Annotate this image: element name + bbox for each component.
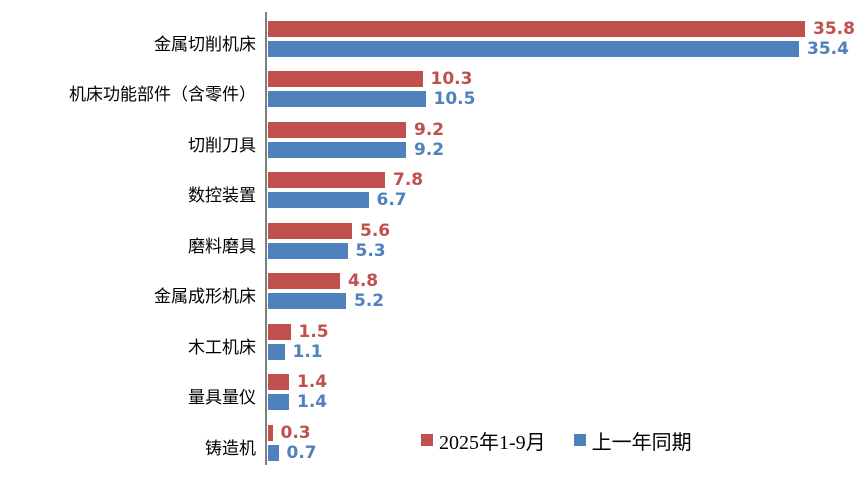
bar-previous-period — [268, 444, 279, 461]
bar-current-period — [268, 172, 385, 188]
value-label-previous-period: 10.5 — [433, 89, 476, 109]
category-label: 磨料磨具 — [188, 236, 256, 256]
value-label-current-period: 10.3 — [430, 69, 473, 89]
category-label: 机床功能部件（含零件） — [69, 85, 256, 104]
bar-current-period — [268, 121, 406, 138]
bar-previous-period — [268, 293, 346, 309]
chart-row: 金属成形机床 4.8 5.2 — [0, 271, 865, 311]
category-label: 量具量仪 — [188, 388, 256, 407]
legend-label-previous-period: 上一年同期 — [591, 431, 692, 454]
category-label: 铸造机 — [205, 438, 256, 458]
value-label-current-period: 0.3 — [280, 422, 311, 443]
bar-current-period — [268, 222, 352, 239]
chart-row: 磨料磨具 5.6 5.3 — [0, 220, 865, 261]
chart-row: 铸造机 0.3 0.7 — [0, 422, 865, 463]
value-label-current-period: 35.8 — [813, 18, 855, 39]
bar-current-period — [268, 273, 340, 289]
category-label: 木工机床 — [188, 337, 256, 357]
bar-previous-period — [268, 141, 406, 158]
bar-current-period — [268, 71, 423, 87]
value-label-previous-period: 9.2 — [414, 139, 445, 160]
legend-label-current-period: 2025年1-9月 — [439, 431, 546, 454]
bar-current-period — [268, 323, 291, 340]
bar-previous-period — [268, 343, 285, 360]
bar-current-period — [268, 424, 273, 441]
bar-previous-period — [268, 91, 426, 107]
chart-row: 切削刀具 9.2 9.2 — [0, 119, 865, 160]
category-label: 数控装置 — [188, 186, 256, 205]
category-label: 金属成形机床 — [154, 287, 256, 306]
value-label-previous-period: 1.1 — [292, 341, 323, 362]
legend: 2025年1-9月 上一年同期 — [421, 427, 692, 454]
value-label-previous-period: 35.4 — [807, 38, 849, 59]
chart-row: 数控装置 7.8 6.7 — [0, 170, 865, 210]
value-label-previous-period: 0.7 — [286, 442, 317, 463]
value-label-current-period: 9.2 — [414, 119, 445, 140]
value-label-previous-period: 6.7 — [376, 190, 407, 210]
value-label-current-period: 7.8 — [393, 170, 424, 190]
value-label-current-period: 1.5 — [298, 321, 329, 342]
value-label-previous-period: 5.2 — [354, 291, 385, 311]
value-label-previous-period: 5.3 — [355, 240, 386, 261]
bar-previous-period — [268, 242, 348, 259]
bar-current-period — [268, 20, 805, 37]
chart-row: 机床功能部件（含零件） 10.3 10.5 — [0, 69, 865, 109]
chart-row: 金属切削机床 35.8 35.4 — [0, 18, 865, 59]
value-label-current-period: 5.6 — [360, 220, 391, 241]
legend-swatch-current-period — [421, 434, 433, 446]
category-label: 切削刀具 — [188, 135, 256, 155]
value-label-current-period: 1.4 — [297, 372, 328, 392]
chart-row: 木工机床 1.5 1.1 — [0, 321, 865, 362]
bar-previous-period — [268, 394, 289, 410]
bar-current-period — [268, 374, 289, 390]
value-label-previous-period: 1.4 — [297, 392, 328, 412]
value-label-current-period: 4.8 — [348, 271, 379, 291]
y-axis-line — [265, 12, 267, 465]
category-label: 金属切削机床 — [154, 34, 256, 54]
bar-previous-period — [268, 40, 799, 57]
chart-row: 量具量仪 1.4 1.4 — [0, 372, 865, 412]
bar-previous-period — [268, 192, 369, 208]
legend-swatch-previous-period — [573, 434, 586, 446]
